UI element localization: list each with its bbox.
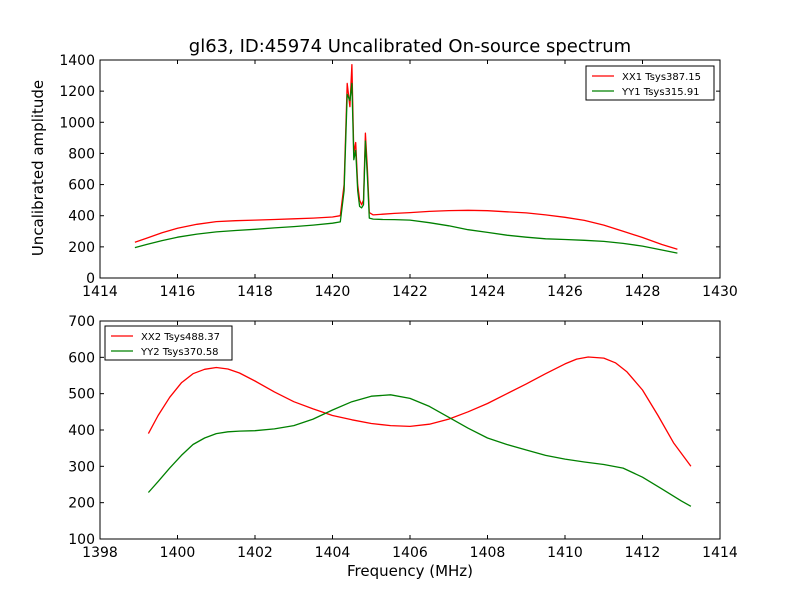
x-tick-label: 1406: [392, 545, 428, 561]
x-tick-label: 1398: [82, 545, 118, 561]
y-tick-label: 1400: [59, 53, 95, 69]
legend-box: [585, 65, 715, 101]
x-tick-label: 1404: [315, 545, 351, 561]
x-tick-label: 1416: [160, 284, 196, 300]
y-tick-label: 200: [68, 496, 95, 512]
y-tick-label: 400: [68, 209, 95, 225]
legend-box: [104, 325, 233, 361]
series-line-2: [134, 82, 678, 254]
y-axis-label: Uncalibrated amplitude: [29, 80, 47, 256]
y-tick-label: 400: [68, 423, 95, 439]
y-tick-label: 300: [68, 459, 95, 475]
x-tick-label: 1414: [702, 545, 738, 561]
x-tick-label: 1426: [547, 284, 583, 300]
y-tick-label: 500: [68, 387, 95, 403]
y-tick-label: 200: [68, 240, 95, 256]
x-tick-label: 1422: [392, 284, 428, 300]
y-tick-label: 1200: [59, 84, 95, 100]
legend-label: XX1 Tsys387.15: [622, 72, 701, 83]
series-line-1: [134, 64, 678, 250]
bottom-panel: 1398 1400 1402 1404 1406 1408 1410 1412 1414 100 2…: [68, 314, 738, 561]
x-axis-label: Frequency (MHz): [347, 562, 473, 580]
x-tick-label: 1430: [702, 284, 738, 300]
x-tick-label: 1418: [237, 284, 273, 300]
x-tick-label: 1410: [547, 545, 583, 561]
y-tick-label: 700: [68, 314, 95, 330]
figure-title: gl63, ID:45974 Uncalibrated On-source sp…: [189, 36, 631, 57]
top-panel: 1414 1416 1418 1420 1422 1424 1426 1428 1430 0 200…: [59, 53, 737, 300]
x-tick-label: 1428: [625, 284, 661, 300]
x-tick-label: 1412: [625, 545, 661, 561]
y-tick-label: 1000: [59, 115, 95, 131]
legend-label: YY2 Tsys370.58: [140, 347, 219, 358]
x-tick-label: 1420: [315, 284, 351, 300]
x-tick-label: 1424: [470, 284, 506, 300]
series-line-1: [147, 356, 692, 467]
y-tick-label: 600: [68, 178, 95, 194]
x-tick-label: 1400: [160, 545, 196, 561]
x-tick-label: 1414: [82, 284, 118, 300]
legend-label: YY1 Tsys315.91: [621, 87, 700, 98]
x-tick-label: 1402: [237, 545, 273, 561]
legend-label: XX2 Tsys488.37: [141, 332, 220, 343]
series-line-2: [147, 394, 692, 507]
x-tick-label: 1408: [470, 545, 506, 561]
y-tick-label: 600: [68, 350, 95, 366]
y-tick-label: 0: [86, 271, 95, 287]
y-tick-label: 100: [68, 532, 95, 548]
y-tick-label: 800: [68, 146, 95, 162]
